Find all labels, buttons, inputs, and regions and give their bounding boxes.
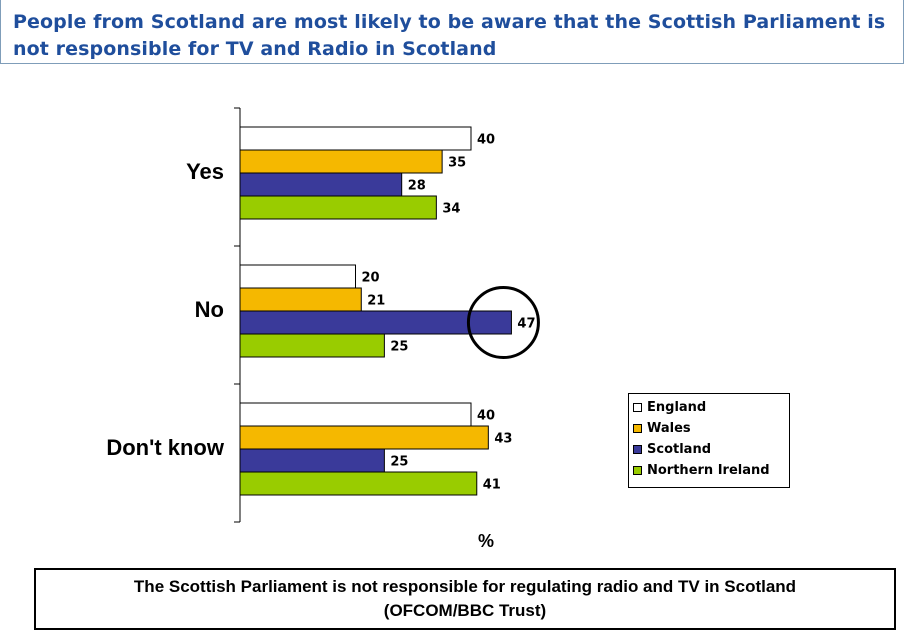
bar-england (239, 264, 356, 289)
legend-swatch-wales (633, 424, 642, 433)
footnote-box: The Scottish Parliament is not responsib… (34, 568, 896, 630)
data-label: 25 (390, 340, 408, 355)
highlight-circle (466, 286, 540, 359)
bar-scotland (239, 448, 385, 473)
bar-wales (239, 149, 443, 174)
title-box: People from Scotland are most likely to … (0, 0, 904, 64)
bar-northern-ireland (239, 333, 385, 358)
bar-scotland (239, 172, 403, 197)
bar-wales (239, 287, 362, 312)
bar-england (239, 126, 472, 151)
bar-wales (239, 425, 489, 450)
data-label: 47 (517, 317, 535, 332)
legend-swatch-england (633, 403, 642, 412)
legend-item-wales: Wales (633, 418, 789, 439)
footnote-line-1: The Scottish Parliament is not responsib… (133, 577, 797, 596)
data-label: 25 (390, 455, 408, 470)
data-label: 34 (442, 202, 460, 217)
data-label: 21 (367, 294, 385, 309)
legend-item-england: England (633, 397, 789, 418)
legend-swatch-northern-ireland (633, 466, 642, 475)
category-label: Yes (186, 159, 224, 184)
chart-legend: England Wales Scotland Northern Ireland (628, 393, 790, 488)
data-label: 40 (477, 409, 495, 424)
bar-northern-ireland (239, 471, 478, 496)
footnote-line-2: (OFCOM/BBC Trust) (383, 601, 547, 620)
legend-item-scotland: Scotland (633, 439, 789, 460)
page-title: People from Scotland are most likely to … (13, 11, 886, 60)
data-label: 43 (494, 432, 512, 447)
data-label: 40 (477, 133, 495, 148)
data-label: 41 (483, 478, 501, 493)
category-label: Don't know (106, 435, 225, 460)
legend-label-wales: Wales (647, 421, 691, 436)
data-label: 20 (362, 271, 380, 286)
data-label: 28 (408, 179, 426, 194)
x-axis-label: % (478, 531, 495, 551)
bar-england (239, 402, 472, 427)
legend-item-northern-ireland: Northern Ireland (633, 460, 789, 481)
legend-label-scotland: Scotland (647, 442, 712, 457)
legend-label-england: England (647, 400, 707, 415)
legend-swatch-scotland (633, 445, 642, 454)
data-label: 35 (448, 156, 466, 171)
category-label: No (195, 297, 224, 322)
bar-northern-ireland (239, 195, 437, 220)
legend-label-northern-ireland: Northern Ireland (647, 463, 770, 478)
